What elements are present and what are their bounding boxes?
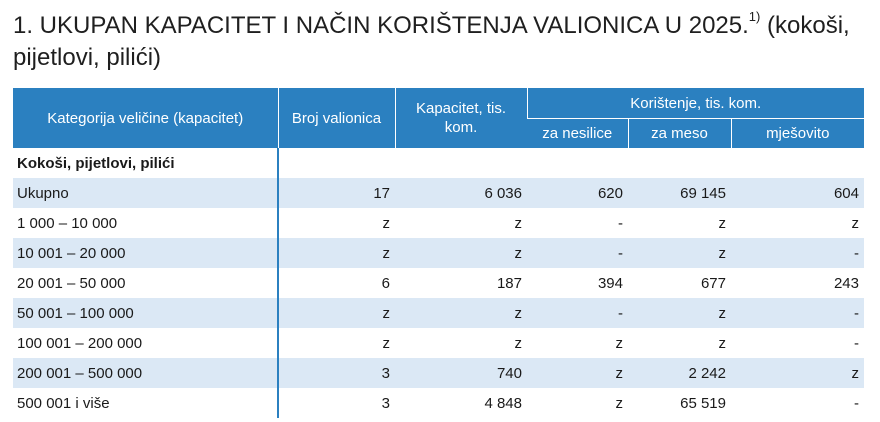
cell-capacity: 6 036 <box>395 178 527 208</box>
table-row: 1 000 – 10 000 z z - z z <box>13 208 864 238</box>
cell-meat: z <box>628 238 731 268</box>
section-label: Kokoši, pijetlovi, pilići <box>13 148 279 178</box>
cell-layers: 620 <box>527 178 628 208</box>
table-row: 20 001 – 50 000 6 187 394 677 243 <box>13 268 864 298</box>
table-header: Kategorija veličine (kapacitet) Broj val… <box>13 88 864 148</box>
cell-meat: z <box>718 214 727 232</box>
cell-layers: z <box>527 358 628 388</box>
cell-count: 6 <box>381 274 390 292</box>
cell-count: z <box>278 238 395 268</box>
hatchery-capacity-table: Kategorija veličine (kapacitet) Broj val… <box>13 88 864 418</box>
page-title: 1. UKUPAN KAPACITET I NAČIN KORIŠTENJA V… <box>13 4 863 74</box>
cell-capacity: 4 848 <box>484 394 522 412</box>
cell-meat: 677 <box>700 274 726 292</box>
header-usage-layers: za nesilice <box>527 118 628 148</box>
section-row: Kokoši, pijetlovi, pilići <box>13 148 864 178</box>
row-label: Ukupno <box>13 178 279 208</box>
cell-meat: 65 519 <box>680 394 726 412</box>
cell-layers: z <box>615 394 624 412</box>
cell-mixed: z <box>851 214 860 232</box>
cell-count: 3 <box>278 358 395 388</box>
title-suffix: (kokoši, pijetlovi, pilići) <box>13 12 850 71</box>
header-count: Broj valionica <box>277 88 395 148</box>
cell-layers: z <box>615 334 624 352</box>
cell-mixed: - <box>854 394 859 412</box>
cell-meat: z <box>628 298 731 328</box>
row-label: 20 001 – 50 000 <box>13 268 279 298</box>
header-usage-group: Korištenje, tis. kom. <box>526 88 864 119</box>
cell-capacity: 187 <box>496 274 522 292</box>
table-row: 200 001 – 500 000 3 740 z 2 242 z <box>13 358 864 388</box>
cell-layers: - <box>618 214 623 232</box>
cell-capacity: z <box>395 238 527 268</box>
table-row: Ukupno 17 6 036 620 69 145 604 <box>13 178 864 208</box>
cell-mixed: - <box>731 298 864 328</box>
row-label: 10 001 – 20 000 <box>13 238 279 268</box>
table-row: 50 001 – 100 000 z z - z - <box>13 298 864 328</box>
cell-mixed: 604 <box>731 178 864 208</box>
cell-mixed: z <box>731 358 864 388</box>
row-label: 100 001 – 200 000 <box>13 328 279 358</box>
cell-meat: z <box>718 334 727 352</box>
table-row: 100 001 – 200 000 z z z z - <box>13 328 864 358</box>
row-label: 50 001 – 100 000 <box>13 298 279 328</box>
title-main: 1. UKUPAN KAPACITET I NAČIN KORIŠTENJA V… <box>13 12 749 39</box>
cell-count: 3 <box>381 394 390 412</box>
cell-mixed: - <box>854 334 859 352</box>
cell-capacity: z <box>514 334 523 352</box>
cell-layers: 394 <box>597 274 623 292</box>
table-body: Kokoši, pijetlovi, pilići Ukupno 17 6 036 6… <box>13 148 864 418</box>
footnote-marker: 1) <box>748 9 761 24</box>
cell-capacity: 740 <box>395 358 527 388</box>
cell-mixed: 243 <box>833 274 859 292</box>
cell-count: z <box>382 214 391 232</box>
row-label: 200 001 – 500 000 <box>13 358 279 388</box>
cell-count: z <box>382 334 391 352</box>
row-label: 1 000 – 10 000 <box>13 208 279 238</box>
header-category: Kategorija veličine (kapacitet) <box>13 88 278 148</box>
cell-layers: - <box>527 238 628 268</box>
cell-meat: 2 242 <box>628 358 731 388</box>
table-row: 10 001 – 20 000 z z - z - <box>13 238 864 268</box>
header-usage-mixed: mješovito <box>730 118 864 148</box>
cell-meat: 69 145 <box>628 178 731 208</box>
cell-count: z <box>278 298 395 328</box>
header-capacity: Kapacitet, tis. kom. <box>394 88 527 148</box>
cell-layers: - <box>527 298 628 328</box>
cell-mixed: - <box>731 238 864 268</box>
cell-capacity: z <box>514 214 523 232</box>
table-row: 500 001 i više 3 4 848 z 65 519 - <box>13 388 864 418</box>
cell-count: 17 <box>278 178 395 208</box>
cell-capacity: z <box>395 298 527 328</box>
row-label: 500 001 i više <box>13 388 279 418</box>
header-usage-meat: za meso <box>627 118 731 148</box>
